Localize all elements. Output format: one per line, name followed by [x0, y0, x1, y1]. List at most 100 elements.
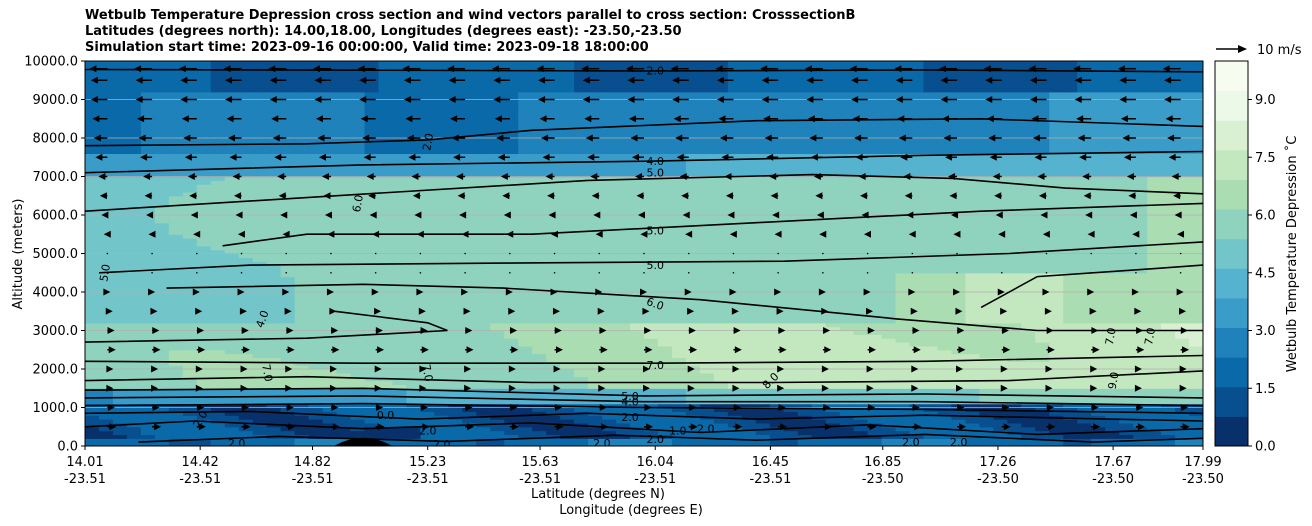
field-cell — [392, 284, 408, 289]
field-cell — [490, 307, 505, 312]
field-cell — [168, 249, 184, 255]
field-cell — [518, 157, 533, 162]
field-cell — [448, 215, 463, 220]
field-cell — [518, 141, 533, 147]
field-cell — [182, 76, 198, 81]
field-cell — [252, 430, 268, 436]
field-cell — [322, 118, 338, 124]
field-cell — [168, 68, 184, 74]
field-cell — [769, 95, 785, 101]
field-cell — [476, 268, 491, 274]
field-cell — [98, 188, 114, 193]
field-cell — [280, 353, 296, 359]
field-cell — [685, 180, 701, 185]
field-cell — [685, 211, 701, 216]
field-cell — [168, 272, 184, 278]
field-cell — [755, 215, 771, 220]
field-cell — [392, 180, 408, 185]
field-cell — [657, 253, 673, 258]
field-cell — [420, 430, 435, 436]
field-cell — [168, 195, 184, 201]
field-cell — [630, 238, 645, 243]
field-cell — [308, 284, 324, 289]
field-cell — [671, 172, 687, 178]
field-cell — [644, 114, 659, 120]
field-cell — [741, 395, 757, 401]
field-cell — [699, 215, 715, 220]
field-cell — [126, 153, 142, 158]
field-cell — [308, 164, 324, 170]
field-cell — [490, 369, 505, 374]
field-cell — [154, 172, 170, 178]
field-cell — [294, 241, 310, 247]
field-cell — [713, 395, 729, 401]
field-cell — [210, 157, 226, 162]
field-cell — [630, 292, 645, 297]
field-cell — [532, 430, 547, 436]
field-cell — [420, 322, 435, 328]
field-cell — [741, 164, 757, 170]
field-cell — [518, 438, 533, 443]
field-cell — [462, 64, 477, 70]
field-cell — [378, 322, 394, 328]
field-cell — [154, 230, 170, 235]
field-cell — [727, 392, 743, 397]
field-cell — [546, 222, 561, 228]
field-cell — [755, 292, 771, 297]
field-cell — [644, 369, 659, 374]
field-cell — [462, 195, 477, 201]
field-cell — [252, 176, 268, 181]
field-cell — [252, 280, 268, 285]
field-cell — [769, 245, 785, 251]
field-cell — [252, 307, 268, 312]
field-cell — [112, 307, 128, 312]
field-cell — [420, 191, 435, 197]
field-cell — [378, 395, 394, 401]
field-cell — [420, 257, 435, 262]
field-cell — [518, 211, 533, 216]
field-cell — [364, 311, 380, 316]
field-cell — [671, 315, 687, 320]
field-cell — [85, 315, 100, 320]
field-cell — [126, 164, 142, 170]
field-cell — [630, 338, 645, 343]
field-cell — [238, 353, 254, 359]
field-cell — [85, 218, 100, 224]
field-cell — [350, 226, 366, 231]
field-cell — [350, 234, 366, 239]
field-cell — [490, 434, 505, 439]
field-cell — [671, 234, 687, 239]
field-cell — [462, 168, 477, 174]
field-cell — [462, 184, 477, 189]
field-cell — [713, 122, 729, 128]
field-cell — [196, 303, 212, 308]
field-cell — [85, 438, 100, 443]
field-cell — [476, 172, 491, 178]
field-cell — [182, 91, 198, 97]
field-cell — [560, 345, 575, 351]
field-cell — [644, 207, 659, 212]
field-cell — [518, 422, 533, 428]
field-cell — [588, 153, 603, 158]
field-cell — [518, 130, 533, 135]
field-cell — [490, 111, 505, 116]
field-cell — [630, 353, 645, 359]
field-cell — [322, 268, 338, 274]
field-cell — [308, 87, 324, 93]
field-cell — [518, 107, 533, 112]
field-cell — [140, 64, 156, 70]
field-cell — [476, 138, 491, 143]
field-cell — [741, 199, 757, 205]
field-cell — [182, 322, 198, 328]
field-cell — [266, 211, 282, 216]
field-cell — [574, 84, 589, 89]
field-cell — [154, 141, 170, 147]
field-cell — [755, 126, 771, 131]
field-cell — [182, 307, 198, 312]
field-cell — [392, 315, 408, 320]
field-cell — [168, 334, 184, 339]
field-cell — [294, 64, 310, 70]
field-cell — [112, 353, 128, 359]
field-cell — [154, 276, 170, 282]
field-cell — [462, 326, 477, 332]
